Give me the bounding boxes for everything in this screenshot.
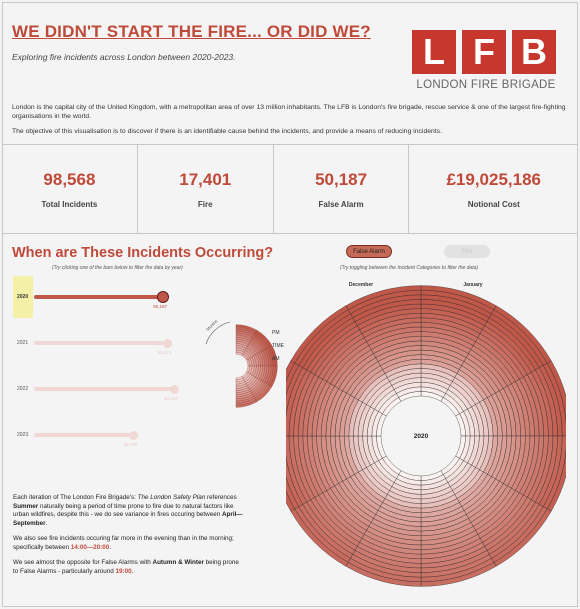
toggle-hint: (Try toggling between the Incident Categ…	[340, 265, 479, 271]
page-title: WE DIDN'T START THE FIRE... OR DID WE?	[12, 22, 371, 41]
logo-letter-l: L	[412, 30, 456, 74]
text-run-italic: The London Safety Plan	[137, 494, 206, 501]
insight-paragraph-3: We see almost the opposite for False Ala…	[13, 559, 243, 576]
year-bar-2023[interactable]	[34, 433, 134, 437]
radial-cell[interactable]	[345, 285, 422, 310]
text-run: references	[205, 494, 237, 501]
kpi-total-incidents: 98,568 Total Incidents	[2, 145, 138, 233]
insight-paragraph-1: Each iteration of The London Fire Brigad…	[13, 494, 243, 528]
kpi-notional-cost: £19,025,186 Notional Cost	[409, 145, 578, 233]
toggle-false-alarm-button[interactable]: False Alarm	[346, 245, 392, 258]
kpi-label: Fire	[197, 199, 213, 209]
intro-paragraph-2: The objective of this visualisation is t…	[12, 128, 442, 136]
gauge-cell	[235, 399, 257, 408]
radial-cell[interactable]	[286, 436, 299, 510]
radial-month-hour-chart[interactable]: 2020 December January	[286, 276, 566, 594]
logo-letter-b: B	[512, 30, 556, 74]
toggle-fire-button[interactable]: Fire	[444, 245, 490, 258]
text-run: naturally being a period of time prone t…	[13, 502, 234, 519]
year-bar-value-label: 50,187	[153, 304, 167, 309]
year-label-2021[interactable]: 2021	[17, 340, 29, 346]
text-run: .	[131, 567, 134, 575]
text-run: Each iteration of The London Fire Brigad…	[13, 494, 138, 501]
page-subtitle: Exploring fire incidents across London b…	[12, 52, 236, 62]
year-label-2023[interactable]: 2023	[17, 432, 29, 438]
year-label-2020[interactable]: 2020	[17, 294, 29, 300]
section-title: When are These Incidents Occurring?	[12, 245, 274, 261]
gauge-label-time: TIME	[272, 343, 285, 349]
logo-letter-f: F	[462, 30, 506, 74]
kpi-value: £19,025,186	[446, 169, 542, 189]
year-bar-value-label: 38,706	[123, 442, 138, 447]
insights-text: Each iteration of The London Fire Brigad…	[13, 494, 243, 583]
insight-paragraph-2: We also see fire incidents occuring far …	[13, 535, 243, 552]
gauge-label-pm: PM	[272, 330, 280, 336]
radial-month-label-january: January	[463, 282, 482, 288]
logo-wordmark: LONDON FIRE BRIGADE	[416, 79, 556, 91]
text-run: .	[45, 519, 48, 527]
kpi-false-alarm: 50,187 False Alarm	[274, 145, 410, 233]
gauge-arc-arrow	[205, 321, 231, 345]
year-bar-end-dot[interactable]	[163, 338, 173, 348]
text-run: .	[109, 543, 112, 551]
year-bar-end-dot[interactable]	[129, 430, 139, 440]
kpi-label: False Alarm	[318, 199, 364, 209]
selected-year-highlight	[13, 276, 33, 318]
text-run: We also see fire incidents occuring far …	[13, 535, 234, 551]
gauge-arc-label: Months	[205, 318, 218, 331]
radial-center-year: 2020	[414, 433, 429, 440]
kpi-value: 98,568	[43, 169, 96, 189]
text-run-bold: April—September	[13, 511, 243, 527]
kpi-value: 50,187	[315, 169, 368, 189]
year-bar-2021[interactable]	[34, 341, 168, 345]
radial-cell[interactable]	[547, 360, 566, 436]
kpi-label: Total Incidents	[41, 199, 98, 209]
year-filter-hint: (Try clicking one of the bars below to f…	[52, 265, 183, 271]
text-run: We see almost the opposite for False Ala…	[13, 559, 153, 566]
radial-month-label-december: December	[349, 282, 373, 288]
text-run-bold: Autumn & Winter	[152, 559, 204, 566]
year-bar-end-dot[interactable]	[157, 291, 170, 303]
kpi-row: 98,568 Total Incidents 17,401 Fire 50,18…	[2, 144, 578, 234]
time-of-day-gauge[interactable]: PM TIME AM Months	[196, 316, 286, 416]
kpi-label: Notional Cost	[467, 199, 520, 209]
text-run: being prone to False Alarms - particular…	[13, 559, 239, 575]
year-label-2022[interactable]: 2022	[17, 386, 29, 392]
year-bar-2020[interactable]	[34, 295, 164, 299]
year-bar-value-label: 54,363	[164, 396, 178, 401]
radial-cell[interactable]	[286, 436, 295, 512]
gauge-label-am: AM	[272, 356, 280, 362]
year-bar-end-dot[interactable]	[169, 384, 179, 394]
text-run-bold: Summer	[13, 502, 39, 510]
kpi-value: 17,401	[179, 169, 232, 189]
lfb-logo: L F B LONDON FIRE BRIGADE	[412, 30, 560, 91]
year-bar-2022[interactable]	[34, 387, 174, 391]
intro-text: London is the capital city of the United…	[12, 103, 567, 143]
kpi-fire: 17,401 Fire	[138, 145, 274, 233]
text-run-highlight: 14:00—20:00	[70, 543, 110, 551]
intro-paragraph-1: London is the capital city of the United…	[12, 104, 566, 121]
year-bar-value-label: 51,874	[157, 350, 172, 355]
text-run-highlight: 19:00	[115, 567, 132, 575]
